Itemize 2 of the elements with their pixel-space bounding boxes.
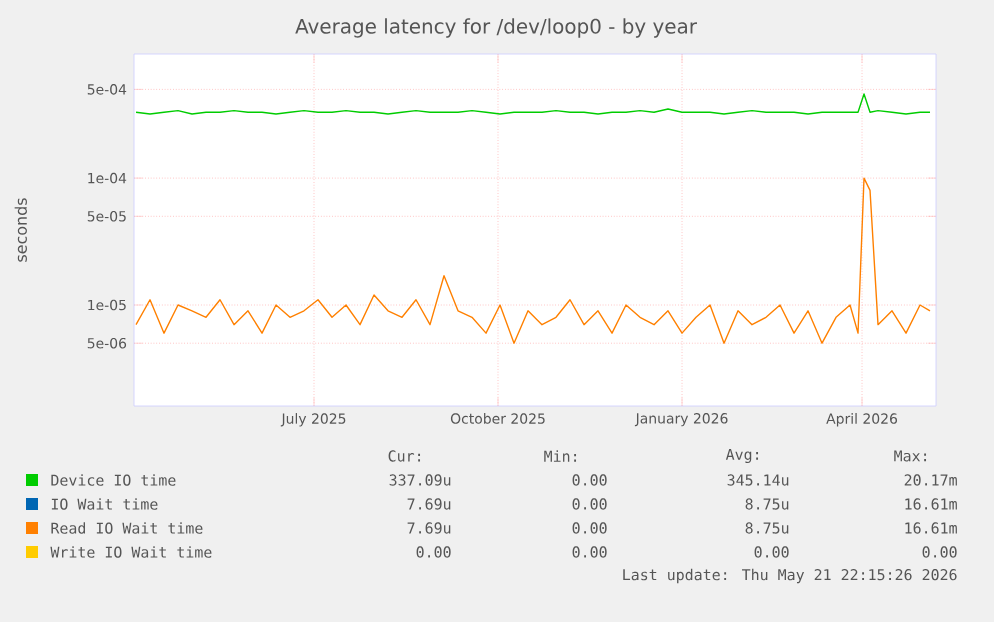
- chart-title: Average latency for /dev/loop0 - by year: [295, 18, 697, 38]
- line-series: [135, 177, 931, 344]
